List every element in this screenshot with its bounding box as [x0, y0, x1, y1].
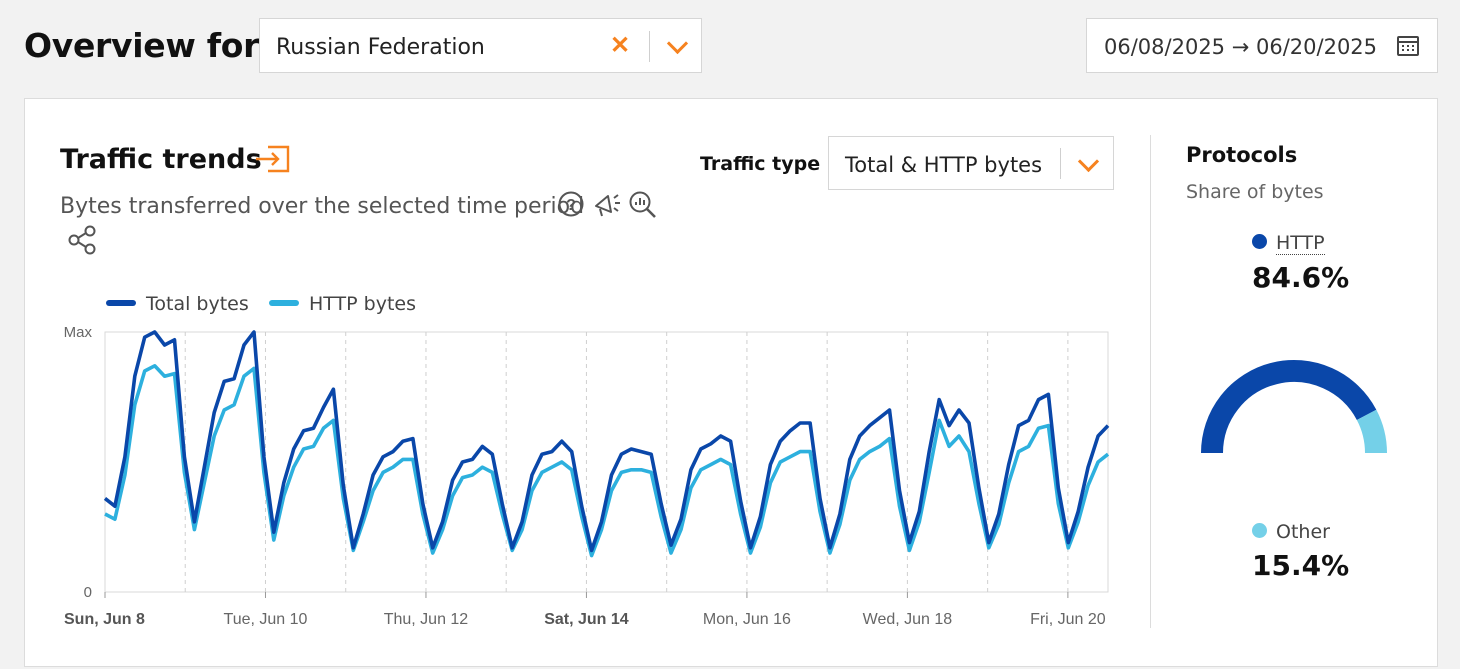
protocol-other-label[interactable]: Other [1252, 521, 1330, 543]
location-select[interactable]: Russian Federation ✕ [259, 18, 702, 73]
protocols-subtitle: Share of bytes [1186, 181, 1324, 203]
traffic-trends-subtitle: Bytes transferred over the selected time… [60, 194, 585, 219]
protocol-other-value: 15.4% [1252, 549, 1350, 582]
share-icon[interactable] [67, 225, 99, 255]
protocol-http-value: 84.6% [1252, 261, 1350, 294]
calendar-icon[interactable] [1397, 36, 1419, 56]
traffic-type-value: Total & HTTP bytes [845, 153, 1043, 177]
legend-swatch [106, 299, 136, 306]
export-icon[interactable] [254, 144, 292, 174]
legend-http-bytes[interactable]: HTTP bytes [269, 293, 416, 315]
svg-text:?: ? [566, 197, 576, 214]
location-value: Russian Federation [276, 35, 485, 60]
other-name: Other [1276, 521, 1330, 543]
megaphone-icon[interactable] [592, 190, 624, 220]
select-divider [1060, 148, 1061, 179]
traffic-type-select[interactable]: Total & HTTP bytes [828, 136, 1114, 190]
clear-icon[interactable]: ✕ [610, 32, 631, 59]
legend-label: HTTP bytes [309, 293, 417, 315]
protocols-title: Protocols [1186, 143, 1298, 167]
legend-total-bytes[interactable]: Total bytes [106, 293, 249, 315]
date-range-picker[interactable]: 06/08/2025 → 06/20/2025 [1086, 18, 1438, 73]
other-dot [1252, 523, 1267, 538]
http-name: HTTP [1276, 232, 1325, 255]
legend-label: Total bytes [146, 293, 249, 315]
traffic-type-label: Traffic type [700, 153, 821, 175]
panel-divider [1150, 135, 1151, 628]
help-icon[interactable]: ? [558, 191, 586, 219]
gauge-http-arc [1201, 360, 1377, 454]
chevron-down-icon[interactable] [666, 32, 689, 55]
select-divider [649, 31, 650, 62]
protocol-http-label[interactable]: HTTP [1252, 232, 1325, 255]
protocol-share-gauge [1201, 360, 1387, 454]
gauge-other-arc [1356, 409, 1387, 454]
traffic-trends-title: Traffic trends [60, 144, 262, 175]
date-range-value: 06/08/2025 → 06/20/2025 [1104, 35, 1378, 59]
chevron-down-icon[interactable] [1077, 150, 1100, 173]
http-dot [1252, 234, 1267, 249]
page-title: Overview for [24, 26, 260, 65]
legend-swatch [269, 299, 299, 306]
zoom-chart-icon[interactable] [628, 190, 658, 220]
